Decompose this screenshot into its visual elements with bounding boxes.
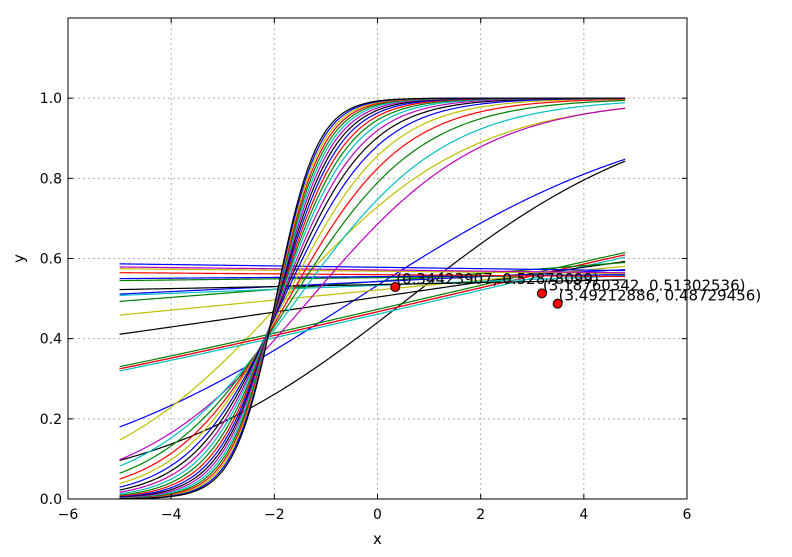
series-line-11 bbox=[119, 275, 626, 296]
x-tick-label: −4 bbox=[161, 507, 182, 523]
ticks: −6 −4 −2 0 2 4 6 0.0 0.2 0.4 0.6 0.8 1.0 bbox=[40, 18, 692, 523]
series-line-16 bbox=[119, 268, 626, 275]
series-line-2 bbox=[119, 107, 626, 441]
point-label-0: (0.34423907, 0.52878099) bbox=[396, 270, 599, 288]
series-line-23 bbox=[119, 98, 626, 485]
point-label-2: (3.49212886, 0.48729456) bbox=[559, 287, 762, 305]
y-tick-label: 0.8 bbox=[40, 171, 62, 187]
series-line-17 bbox=[119, 266, 626, 274]
x-axis-label: x bbox=[373, 530, 382, 548]
series-line-10 bbox=[119, 269, 626, 295]
series-line-22 bbox=[119, 98, 626, 480]
y-tick-label: 0.4 bbox=[40, 332, 62, 348]
series-line-1 bbox=[119, 158, 626, 428]
y-tick-label: 0.2 bbox=[40, 412, 62, 428]
point-2 bbox=[552, 298, 563, 309]
point-0 bbox=[390, 282, 401, 293]
series-line-28 bbox=[119, 97, 626, 496]
series-line-15 bbox=[119, 272, 626, 278]
series-group bbox=[119, 97, 626, 500]
y-tick-label: 0.6 bbox=[40, 252, 62, 268]
series-line-12 bbox=[119, 279, 626, 291]
points-group: (0.34423907, 0.52878099)(3.18760342, 0.5… bbox=[390, 270, 762, 309]
point-label-1: (3.18760342, 0.51302536) bbox=[543, 276, 746, 294]
series-line-19 bbox=[119, 107, 626, 461]
series-line-21 bbox=[119, 99, 626, 474]
series-line-29 bbox=[119, 97, 626, 497]
series-line-37 bbox=[119, 97, 626, 500]
y-tick-label: 0.0 bbox=[40, 492, 62, 508]
series-line-38 bbox=[119, 97, 626, 500]
series-line-18 bbox=[119, 263, 626, 272]
x-tick-label: 0 bbox=[373, 507, 382, 523]
point-1 bbox=[536, 288, 547, 299]
x-tick-label: −2 bbox=[264, 507, 285, 523]
x-tick-label: 6 bbox=[683, 507, 692, 523]
y-tick-label: 1.0 bbox=[40, 91, 62, 107]
x-tick-label: −6 bbox=[58, 507, 79, 523]
x-tick-label: 4 bbox=[579, 507, 588, 523]
grid bbox=[67, 18, 688, 500]
x-tick-label: 2 bbox=[476, 507, 485, 523]
series-line-20 bbox=[119, 102, 626, 467]
series-line-24 bbox=[119, 97, 626, 488]
y-axis-label: y bbox=[10, 254, 28, 263]
